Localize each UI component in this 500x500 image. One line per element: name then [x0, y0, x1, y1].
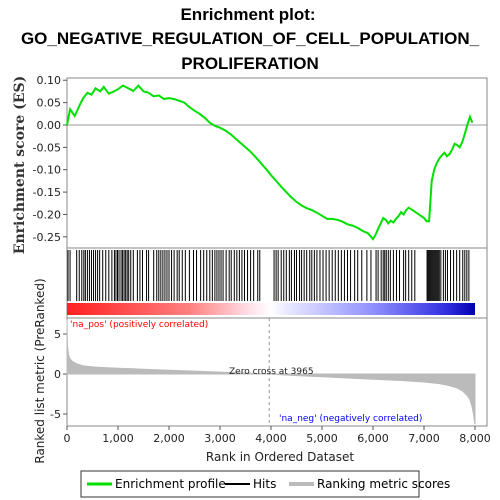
neg-correlated-label: 'na_neg' (negatively correlated) [279, 414, 422, 424]
x-tick-label: 8,000 [459, 432, 491, 445]
x-tick-label: 7,000 [408, 432, 440, 445]
legend-metric-label: Ranking metric scores [317, 477, 450, 491]
title-line-2: GO_NEGATIVE_REGULATION_OF_CELL_POPULATIO… [21, 29, 480, 48]
x-tick-label: 0 [64, 432, 71, 445]
chart-title: Enrichment plot: GO_NEGATIVE_REGULATION_… [21, 5, 480, 73]
title-line-3: PROLIFERATION [181, 54, 319, 73]
x-axis-label: Rank in Ordered Dataset [206, 450, 354, 464]
es-panel-frame [67, 78, 487, 248]
legend: Enrichment profile Hits Ranking metric s… [81, 471, 450, 497]
es-y-tick-label: -0.10 [33, 164, 61, 177]
x-tick-label: 3,000 [204, 432, 236, 445]
es-y-ticks: 0.10 0.05 0.00 -0.05 -0.10 -0.15 -0.20 -0.25 [33, 74, 67, 244]
rank-color-bar [67, 303, 475, 315]
es-y-tick-label: -0.20 [33, 208, 61, 221]
x-tick-label: 1,000 [102, 432, 134, 445]
x-ticks: 0 1,000 2,000 3,000 4,000 5,000 6,000 7,000 8,00… [64, 426, 491, 445]
x-tick-label: 4,000 [255, 432, 287, 445]
metric-y-ticks: 5 0 -5 [50, 328, 67, 421]
x-tick-label: 2,000 [153, 432, 185, 445]
es-y-tick-label: -0.25 [33, 231, 61, 244]
metric-y-tick-label: 5 [54, 328, 61, 341]
es-y-tick-label: 0.10 [37, 74, 62, 87]
metric-y-tick-label: 0 [54, 368, 61, 381]
x-tick-label: 6,000 [357, 432, 389, 445]
title-line-1: Enrichment plot: [180, 5, 315, 24]
legend-es-label: Enrichment profile [115, 477, 226, 491]
x-tick-label: 5,000 [306, 432, 338, 445]
es-y-tick-label: -0.15 [33, 186, 61, 199]
es-y-tick-label: 0.05 [37, 97, 62, 110]
legend-hits-label: Hits [253, 477, 276, 491]
metric-y-axis-label: Ranked list metric (PreRanked) [33, 278, 47, 463]
es-y-tick-label: -0.05 [33, 141, 61, 154]
es-y-axis-label: Enrichment score (ES) [12, 76, 28, 254]
zero-cross-label: Zero cross at 3965 [229, 367, 314, 377]
metric-y-tick-label: -5 [50, 408, 61, 421]
pos-correlated-label: 'na_pos' (positively correlated) [70, 320, 208, 330]
es-y-tick-label: 0.00 [37, 119, 62, 132]
